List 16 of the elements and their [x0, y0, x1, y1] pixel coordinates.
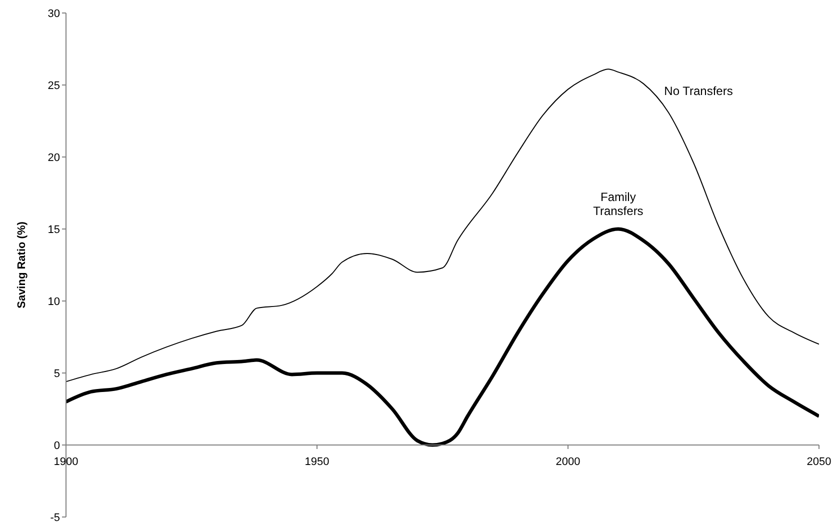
y-axis-title: Saving Ratio (%) — [16, 221, 28, 308]
y-tick-label: 10 — [48, 296, 60, 308]
y-tick-label: 25 — [48, 80, 60, 92]
y-tick-label: 0 — [54, 440, 60, 452]
y-tick-label: 30 — [48, 8, 60, 20]
y-tick-label: 15 — [48, 224, 60, 236]
y-tick-label: 5 — [54, 368, 60, 380]
x-tick-label: 1950 — [304, 456, 330, 468]
x-tick-label: 2050 — [806, 456, 832, 468]
y-tick-label: 20 — [48, 152, 60, 164]
series-label: No Transfers — [664, 84, 733, 98]
x-tick-label: 2000 — [556, 456, 580, 468]
x-tick-label: 1900 — [54, 456, 78, 468]
y-tick-label: -5 — [50, 512, 60, 524]
series-label: Family Transfers — [593, 190, 644, 218]
line-series — [66, 68, 819, 382]
